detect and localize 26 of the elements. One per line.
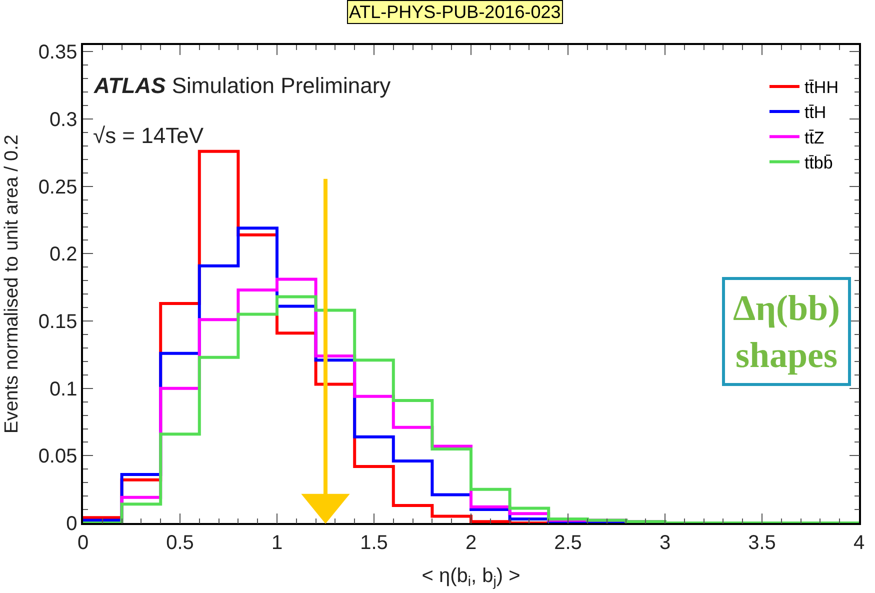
x-tick-label: 2	[465, 532, 477, 554]
x-tick-label: 3.5	[748, 532, 776, 554]
text: ATL-PHYS-PUB-2016-023	[349, 2, 561, 22]
legend-label: tt̄Z	[804, 128, 824, 148]
annotation: Δη(bb) shapes	[733, 288, 840, 375]
annotation: ATLAS Simulation Preliminary	[93, 73, 391, 98]
y-tick-label: 0.3	[49, 109, 78, 132]
x-tick-label: 0.5	[166, 532, 194, 554]
y-axis-title: Events normalised to unit area / 0.2	[2, 134, 23, 434]
x-axis-title: < η(b$_{i}$, b$_{j}$) >	[422, 564, 520, 589]
y-tick-label: 0.05	[38, 446, 78, 468]
y-tick-label: 0	[66, 513, 78, 535]
x-tick-label: 3	[659, 532, 671, 554]
annotation: √s = 14TeV	[93, 123, 204, 148]
y-tick-label: 0.25	[38, 176, 78, 198]
x-tick-label: 1	[271, 532, 283, 554]
y-tick-label: 0.2	[49, 244, 78, 266]
legend-label: tt̄bb̄	[804, 153, 833, 172]
legend-label: tt̄HH	[804, 78, 838, 98]
x-tick-label: 1.5	[360, 532, 388, 554]
y-tick-label: 0.1	[49, 378, 78, 400]
y-tick-label: 0.15	[38, 311, 78, 334]
x-tick-label: 4	[853, 532, 865, 554]
legend-label: tt̄H	[804, 103, 826, 122]
y-tick-label: 0.35	[38, 42, 78, 64]
x-tick-label: 2.5	[554, 532, 582, 554]
